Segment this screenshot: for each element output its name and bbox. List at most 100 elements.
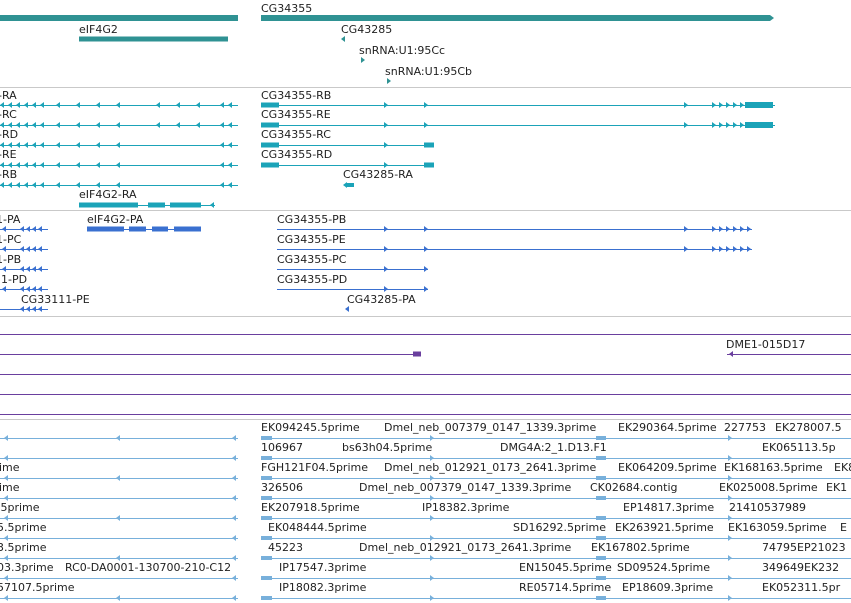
protein-exon-partial (32, 246, 36, 252)
est-label-prime-partial-1[interactable]: ime (0, 461, 20, 474)
transcript-label-cg34355-rd[interactable]: CG34355-RD (261, 148, 333, 161)
est-label-ep14817[interactable]: EP14817.3prime (623, 501, 715, 514)
transcript-intron-arrow (76, 162, 80, 168)
est-label-106967[interactable]: 106967 (261, 441, 303, 454)
est-label-ek263921[interactable]: EK263921.5prime (615, 521, 714, 534)
est-label-ep18609[interactable]: EP18609.3prime (622, 581, 714, 594)
protein-label-cg34355-pb[interactable]: CG34355-PB (277, 213, 347, 226)
transcript-label-cg43285-ra[interactable]: CG43285-RA (343, 168, 413, 181)
est-label-ip17547[interactable]: IP17547.3prime (279, 561, 367, 574)
transcript-intron-arrow (156, 122, 160, 128)
est-exon (261, 436, 272, 440)
est-label-ek8-partial[interactable]: EK8 (834, 461, 851, 474)
transcript-label-cg34355-re[interactable]: CG34355-RE (261, 108, 331, 121)
est-label-349649ek232[interactable]: 349649EK232 (762, 561, 840, 574)
est-end (4, 435, 8, 441)
est-label-ip18382[interactable]: IP18382.3prime (422, 501, 510, 514)
est-label-bs63h04[interactable]: bs63h04.5prime (342, 441, 433, 454)
protein-exon-partial (2, 226, 6, 232)
est-label-dmg4a[interactable]: DMG4A:2_1.D13.F1 (500, 441, 607, 454)
est-label-326506[interactable]: 326506 (261, 481, 303, 494)
est-label-5prime-partial-3[interactable]: .5prime (0, 501, 40, 514)
gene-bar-cg43285 (341, 36, 345, 42)
est-label-ek094245[interactable]: EK094245.5prime (261, 421, 360, 434)
est-end (232, 455, 236, 461)
est-label-sd16292[interactable]: SD16292.5prime (513, 521, 606, 534)
protein-label-pd-partial[interactable]: 11-PD (0, 273, 28, 286)
est-label-5prime-partial-7[interactable]: 57107.5prime (0, 581, 75, 594)
est-label-45223[interactable]: 45223 (268, 541, 303, 554)
est-label-re05714[interactable]: RE05714.5prime (519, 581, 612, 594)
est-label-ek278007[interactable]: EK278007.5 (775, 421, 842, 434)
protein-label-cg34355-pd[interactable]: CG34355-PD (277, 273, 348, 286)
est-label-dmel-neb-012921-a[interactable]: Dmel_neb_012921_0173_2641.3prime (384, 461, 597, 474)
protein-label-pc-partial[interactable]: 1-PC (0, 233, 22, 246)
gene-label-cg43285[interactable]: CG43285 (341, 23, 393, 36)
transcript-label-eif4g2-ra[interactable]: eIF4G2-RA (79, 188, 137, 201)
est-exon (261, 476, 272, 480)
est-label-5prime-partial-5[interactable]: 3.5prime (0, 541, 47, 554)
est-label-ek167802[interactable]: EK167802.5prime (591, 541, 690, 554)
est-exon (596, 536, 606, 540)
transcript-exon-partial (16, 162, 20, 168)
transcript-label-cg34355-rc[interactable]: CG34355-RC (261, 128, 331, 141)
transcript-label-re-partial[interactable]: -RE (0, 148, 17, 161)
protein-label-eif4g2-pa[interactable]: eIF4G2-PA (87, 213, 144, 226)
est-label-227753[interactable]: 227753 (724, 421, 766, 434)
gene-label-cg34355[interactable]: CG34355 (261, 2, 313, 15)
est-label-prime-partial-2[interactable]: ime (0, 481, 20, 494)
est-label-e-partial[interactable]: E (840, 521, 847, 534)
protein-label-cg33111-pe[interactable]: CG33111-PE (21, 293, 90, 306)
est-label-3prime-partial-6[interactable]: 03.3prime (0, 561, 54, 574)
transcript-exon-cg34355 (424, 142, 434, 148)
est-label-fgh121f04[interactable]: FGH121F04.5prime (261, 461, 368, 474)
est-label-ek065113[interactable]: EK065113.5p (762, 441, 836, 454)
est-label-ek025008[interactable]: EK025008.5prime (719, 481, 818, 494)
transcript-label-rb-partial[interactable]: -RB (0, 168, 18, 181)
est-end (4, 555, 8, 561)
transcript-exon-partial (228, 122, 232, 128)
est-label-74795ep21023[interactable]: 74795EP21023 (762, 541, 846, 554)
transcript-intron-arrow (424, 102, 428, 108)
transcript-exon-cg34355 (719, 122, 723, 128)
transcript-intron-arrow (76, 122, 80, 128)
transcript-label-ra-partial[interactable]: -RA (0, 89, 17, 102)
transcript-label-rc-partial[interactable]: -RC (0, 108, 17, 121)
est-label-ip18082[interactable]: IP18082.3prime (279, 581, 367, 594)
protein-label-cg34355-pc[interactable]: CG34355-PC (277, 253, 347, 266)
est-label-en15045[interactable]: EN15045.5prime (519, 561, 612, 574)
est-label-ek1-partial[interactable]: EK1 (826, 481, 848, 494)
est-end (430, 595, 434, 601)
gene-label-snrna-u1-95cb[interactable]: snRNA:U1:95Cb (385, 65, 473, 78)
transcript-exon-partial (220, 102, 224, 108)
protein-label-pb-partial[interactable]: 1-PB (0, 253, 22, 266)
protein-label-pa-partial[interactable]: 1-PA (0, 213, 21, 226)
est-label-dmel-neb-012921-b[interactable]: Dmel_neb_012921_0173_2641.3prime (359, 541, 572, 554)
est-label-ek290364[interactable]: EK290364.5prime (618, 421, 717, 434)
est-label-dmel-neb-007379-b[interactable]: Dmel_neb_007379_0147_1339.3prime (359, 481, 572, 494)
est-label-ek052311[interactable]: EK052311.5pr (762, 581, 841, 594)
transcript-intron-arrow (116, 122, 120, 128)
est-label-ek048444[interactable]: EK048444.5prime (268, 521, 367, 534)
protein-label-cg43285-pa[interactable]: CG43285-PA (347, 293, 416, 306)
gene-label-eif4g2[interactable]: eIF4G2 (79, 23, 118, 36)
est-label-rc0-da0001[interactable]: RC0-DA0001-130700-210-C12 (65, 561, 232, 574)
est-label-dmel-neb-007379-a[interactable]: Dmel_neb_007379_0147_1339.3prime (384, 421, 597, 434)
gene-label-snrna-u1-95cc[interactable]: snRNA:U1:95Cc (359, 44, 446, 57)
transcript-intron-arrow (96, 102, 100, 108)
est-label-ek064209[interactable]: EK064209.5prime (618, 461, 717, 474)
est-exon (596, 516, 606, 520)
est-label-ek163059[interactable]: EK163059.5prime (728, 521, 827, 534)
clone-label-dme1-015d17[interactable]: DME1-015D17 (726, 338, 806, 351)
transcript-label-cg34355-rb[interactable]: CG34355-RB (261, 89, 332, 102)
est-label-21410537989[interactable]: 21410537989 (729, 501, 806, 514)
est-label-5prime-partial-4[interactable]: 5.5prime (0, 521, 47, 534)
transcript-intron-arrow (56, 142, 60, 148)
protein-label-cg34355-pe[interactable]: CG34355-PE (277, 233, 346, 246)
est-label-sd09524[interactable]: SD09524.5prime (617, 561, 710, 574)
est-label-ck02684[interactable]: CK02684.contig (590, 481, 678, 494)
est-label-ek207918[interactable]: EK207918.5prime (261, 501, 360, 514)
transcript-label-rd-partial[interactable]: -RD (0, 128, 19, 141)
est-label-ek168163[interactable]: EK168163.5prime (724, 461, 823, 474)
